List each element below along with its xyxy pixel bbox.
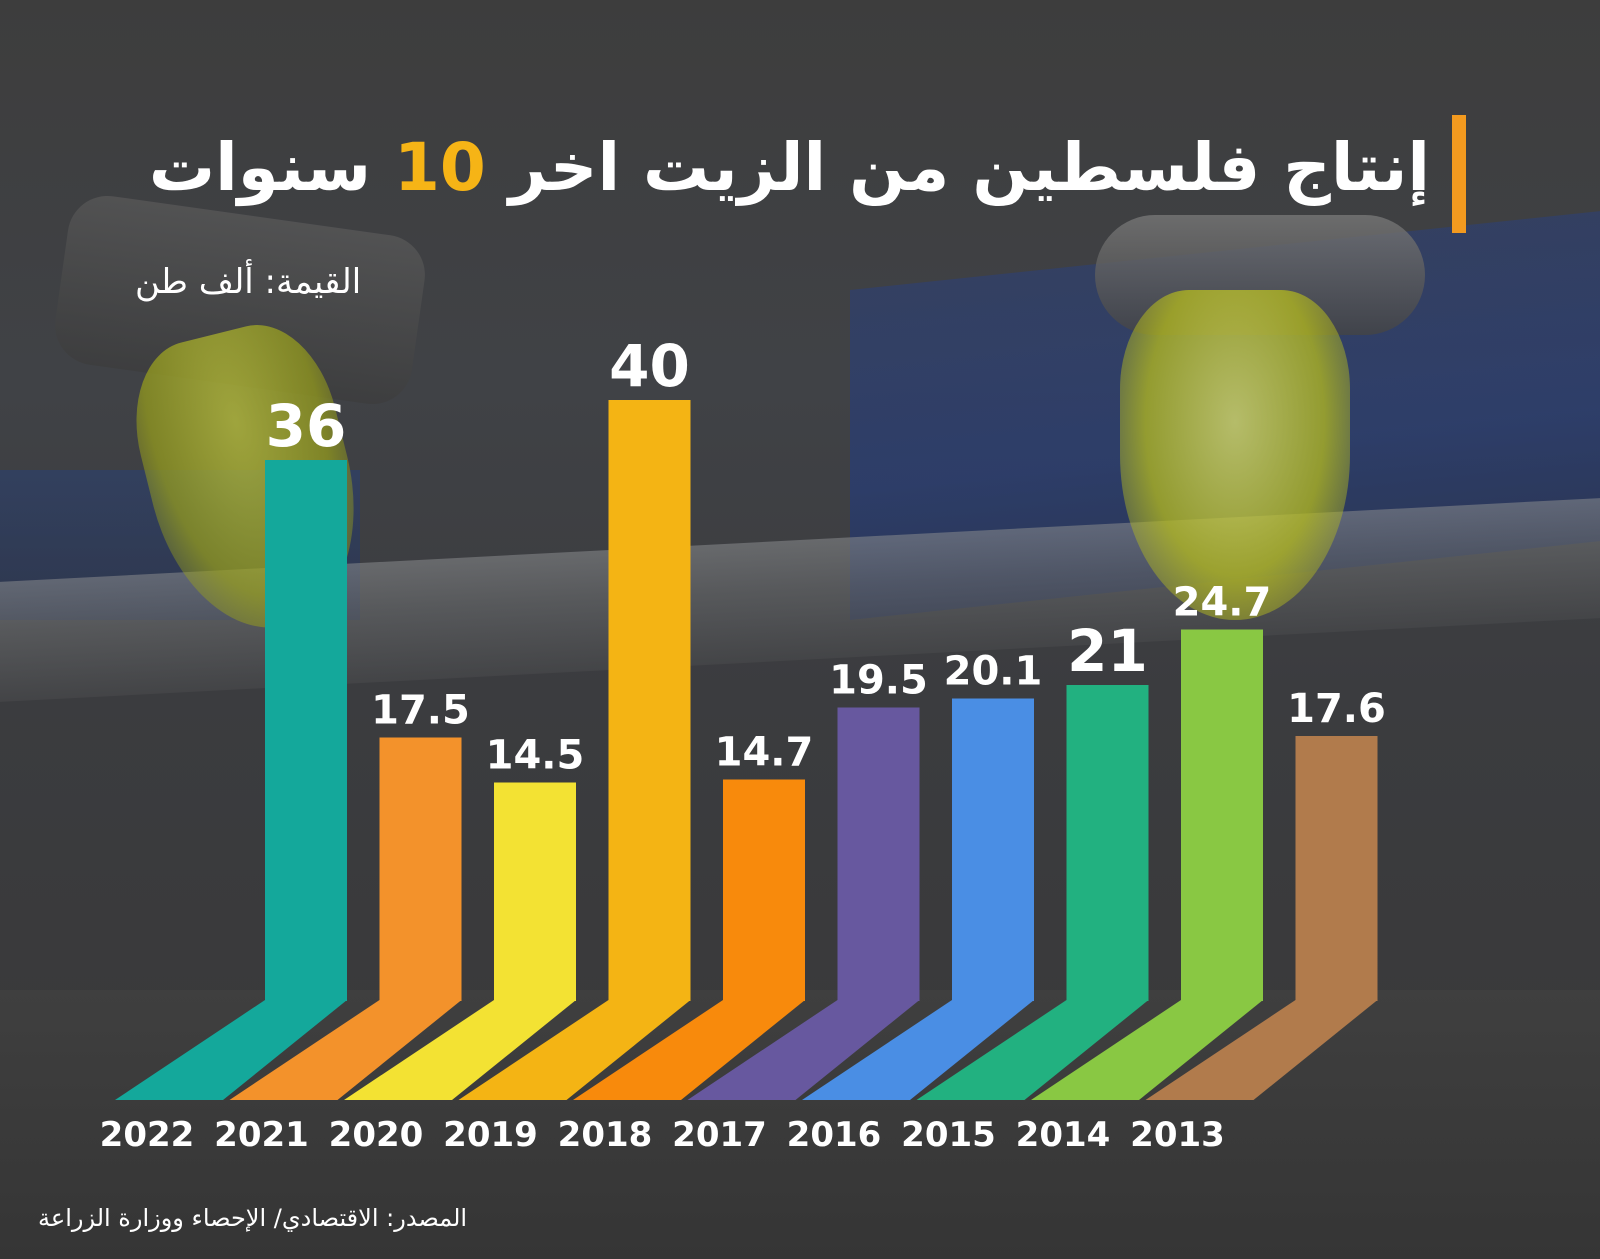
bar-base-2017 [687, 1000, 920, 1100]
title-suffix: سنوات [148, 129, 371, 206]
value-label-2021: 17.5 [371, 688, 470, 734]
title-number: 10 [393, 129, 486, 206]
year-label-2016: 2016 [787, 1115, 882, 1155]
bar-base-2019 [458, 1000, 691, 1100]
bar-base-2016 [802, 1000, 1034, 1100]
value-label-2013: 17.6 [1287, 686, 1386, 732]
bar-2019 [608, 400, 691, 1001]
bar-2022 [265, 460, 347, 1001]
bar-base-2014 [1031, 1000, 1263, 1100]
title-accent-bar [1452, 115, 1466, 233]
year-label-2014: 2014 [1016, 1115, 1111, 1155]
bar-base-2018 [573, 1000, 805, 1100]
bar-2018 [723, 779, 805, 1001]
year-label-2022: 2022 [100, 1115, 195, 1155]
year-label-2019: 2019 [443, 1115, 538, 1155]
chart-title: إنتاج فلسطين من الزيت اخر 10 سنوات [149, 128, 1430, 207]
value-label-2020: 14.5 [486, 733, 585, 779]
bar-2014 [1181, 629, 1263, 1001]
value-label-2019: 40 [609, 332, 690, 400]
bar-2013 [1295, 736, 1378, 1001]
title-prefix: إنتاج فلسطين من الزيت اخر [508, 129, 1430, 206]
bar-base-2020 [344, 1000, 576, 1100]
bars-layer: 36 2022 17.5 2021 14.5 2020 40 2019 14.7 2018 19.5… [100, 332, 1386, 1155]
year-label-2020: 2020 [329, 1115, 424, 1155]
year-label-2015: 2015 [901, 1115, 996, 1155]
bar-base-2015 [916, 1000, 1149, 1100]
source-label: المصدر: الاقتصادي/ الإحصاء ووزارة الزراع… [38, 1204, 468, 1232]
year-label-2013: 2013 [1130, 1115, 1225, 1155]
bar-base-2013 [1145, 1000, 1378, 1100]
value-label-2017: 19.5 [829, 658, 928, 704]
bar-2020 [494, 782, 576, 1001]
bar-2015 [1066, 685, 1149, 1001]
year-label-2018: 2018 [558, 1115, 653, 1155]
year-label-2017: 2017 [672, 1115, 767, 1155]
bar-base-2021 [229, 1000, 462, 1100]
bar-2016 [952, 698, 1034, 1001]
bar-2021 [379, 737, 462, 1001]
value-label-2014: 24.7 [1173, 580, 1272, 626]
bar-base-2022 [115, 1000, 347, 1100]
background-right-oil-stream [1120, 290, 1350, 620]
value-label-2016: 20.1 [944, 649, 1043, 695]
value-label-2022: 36 [266, 392, 347, 460]
year-label-2021: 2021 [214, 1115, 309, 1155]
bar-2017 [837, 707, 920, 1001]
value-label-2018: 14.7 [715, 730, 814, 776]
value-label-2015: 21 [1067, 617, 1148, 685]
unit-label: القيمة: ألف طن [135, 262, 362, 302]
